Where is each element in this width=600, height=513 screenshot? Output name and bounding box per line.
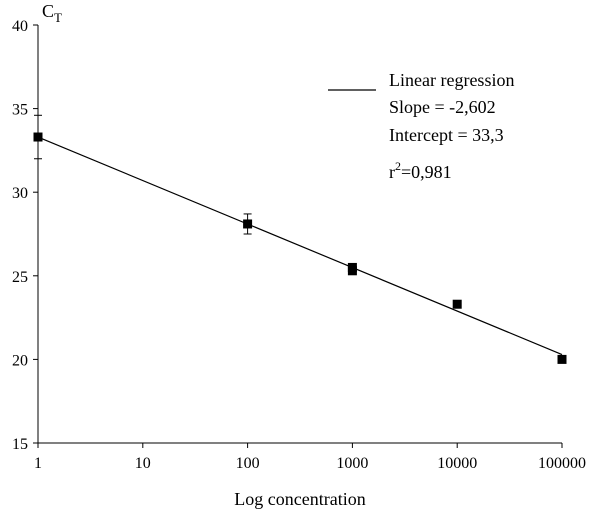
x-tick-label: 1 [34,455,42,472]
x-axis-title: Log concentration [234,489,365,509]
data-point [33,114,43,160]
x-tick-label: 100000 [538,455,586,472]
x-tick-label: 1000 [336,455,368,472]
regression-line [37,136,563,356]
legend-slope: Slope = -2,602 [389,97,496,117]
y-tick-label: 40 [12,18,28,35]
y-axis-title: CT [42,1,62,25]
legend: Linear regression Slope = -2,602 Interce… [328,70,514,182]
square-marker [347,266,357,276]
square-marker [557,354,567,364]
data-point [347,266,357,276]
x-tick-label: 100 [236,455,260,472]
data-point [557,354,567,364]
y-tick-label: 20 [12,352,28,369]
data-point [452,299,462,309]
square-marker [452,299,462,309]
y-tick-label: 25 [12,269,28,286]
x-tick-label: 10 [135,455,151,472]
y-tick-label: 30 [12,185,28,202]
legend-intercept: Intercept = 33,3 [389,125,504,145]
square-marker [33,132,43,142]
square-marker [243,219,253,229]
x-tick-label: 10000 [437,455,477,472]
y-tick-label: 35 [12,102,28,119]
legend-title: Linear regression [389,70,514,90]
data-point [243,213,253,235]
y-tick-label: 15 [12,436,28,453]
legend-r2: r2=0,981 [389,159,452,182]
